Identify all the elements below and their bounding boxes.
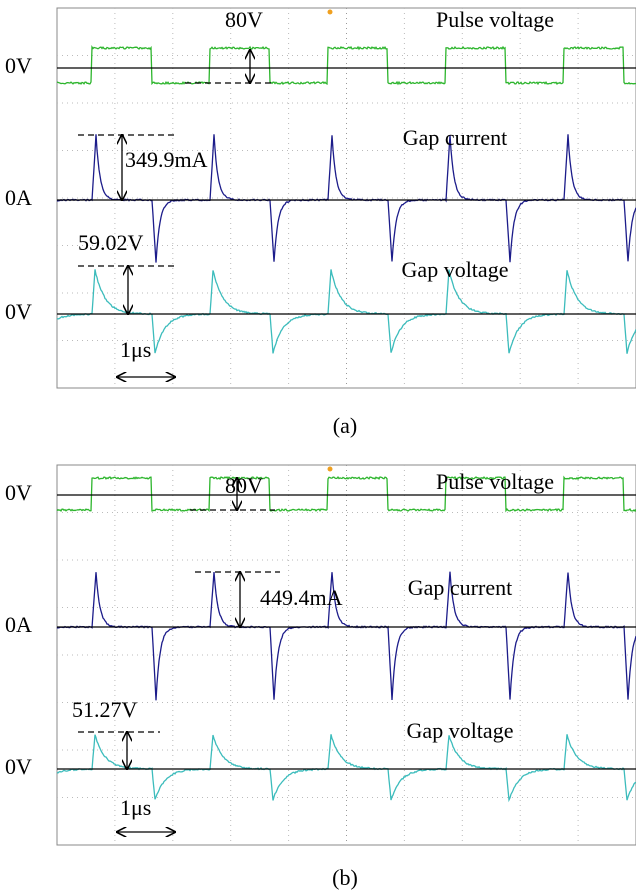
zero-label: 0V bbox=[5, 53, 32, 78]
trigger-marker bbox=[328, 10, 333, 15]
panel: 0V Pulse voltage 80V 0A Gap current 449.4mA 0V… bbox=[5, 465, 636, 890]
panel: 0V Pulse voltage 80V 0A Gap current 349.9mA 0V… bbox=[5, 7, 636, 438]
time-scale-label: 1μs bbox=[120, 795, 151, 820]
panel-label: (b) bbox=[332, 865, 358, 890]
trace-name: Pulse voltage bbox=[436, 469, 554, 494]
trace-name: Pulse voltage bbox=[436, 7, 554, 32]
trace-name: Gap voltage bbox=[402, 257, 509, 282]
measurement-label: 80V bbox=[225, 473, 263, 498]
trace-name: Gap voltage bbox=[407, 718, 514, 743]
trigger-marker bbox=[328, 467, 333, 472]
measurement-label: 80V bbox=[225, 7, 263, 32]
measurement-label: 59.02V bbox=[78, 230, 144, 255]
trace-name: Gap current bbox=[408, 575, 512, 600]
time-scale-label: 1μs bbox=[120, 337, 151, 362]
measurement-label: 449.4mA bbox=[260, 585, 343, 610]
zero-label: 0A bbox=[5, 185, 32, 210]
zero-label: 0V bbox=[5, 480, 32, 505]
measurement-label: 349.9mA bbox=[125, 147, 208, 172]
measurement-label: 51.27V bbox=[72, 697, 138, 722]
zero-label: 0V bbox=[5, 299, 32, 324]
zero-label: 0A bbox=[5, 612, 32, 637]
trace-name: Gap current bbox=[403, 125, 507, 150]
zero-label: 0V bbox=[5, 754, 32, 779]
panel-label: (a) bbox=[333, 413, 357, 438]
figure: 0V Pulse voltage 80V 0A Gap current 349.9mA 0V… bbox=[0, 0, 636, 896]
